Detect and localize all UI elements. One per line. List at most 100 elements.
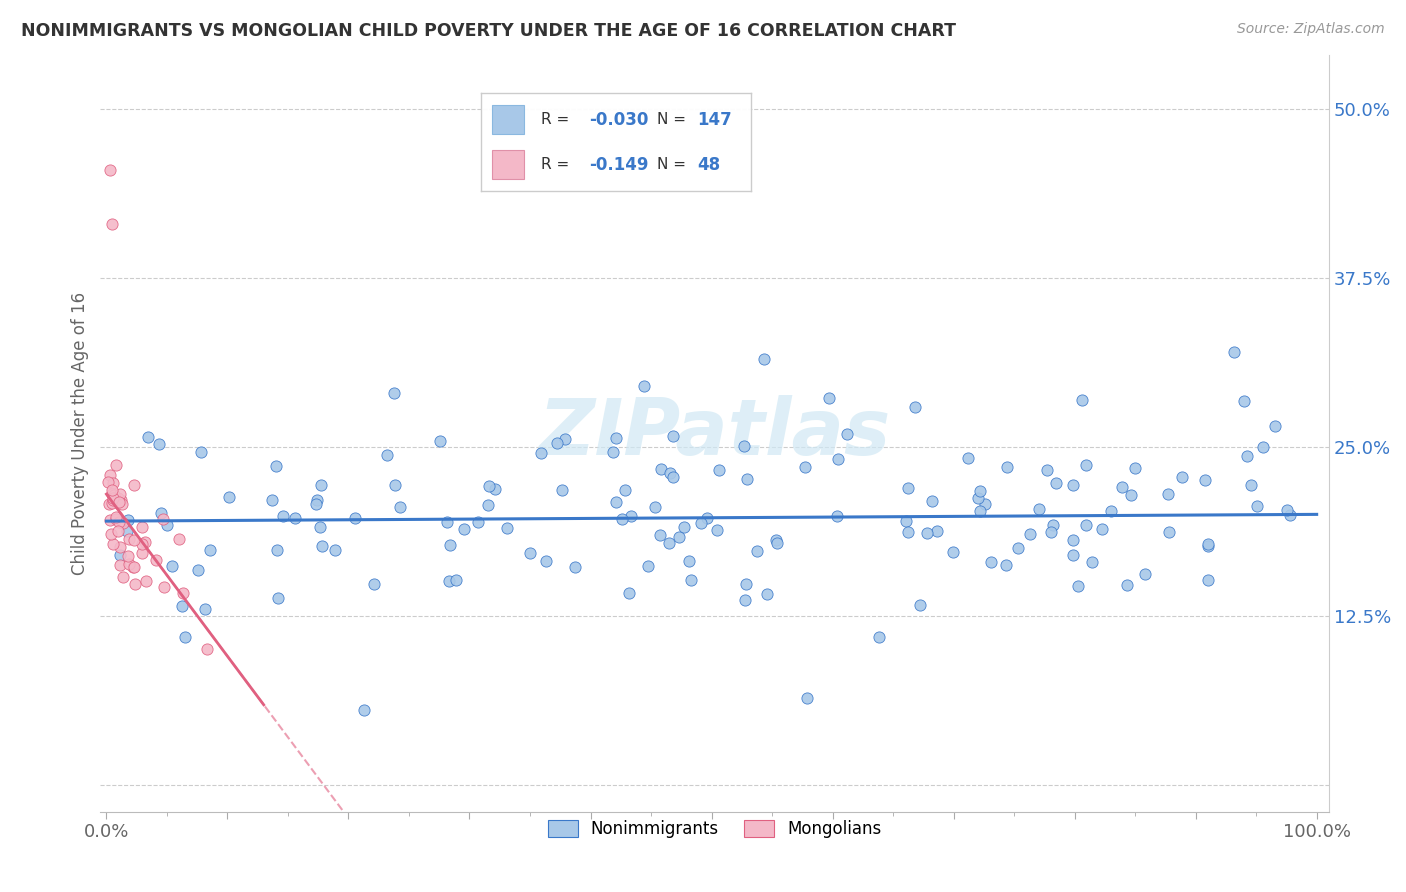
Point <box>145 553 167 567</box>
Point <box>194 602 217 616</box>
Point <box>644 500 666 514</box>
Point <box>1233 394 1256 409</box>
Point <box>186 563 208 577</box>
Point <box>103 536 125 550</box>
Point <box>284 511 307 525</box>
Point <box>530 445 553 459</box>
Point <box>1194 474 1216 488</box>
Point <box>662 470 685 484</box>
Point <box>117 513 139 527</box>
Point <box>1099 504 1122 518</box>
Point <box>218 490 240 504</box>
Point <box>98 468 121 483</box>
Point <box>131 546 153 560</box>
Point <box>793 460 815 475</box>
Point <box>658 536 681 550</box>
Point <box>190 445 212 459</box>
Point <box>689 516 711 530</box>
Point <box>942 544 965 558</box>
Point <box>1279 508 1302 522</box>
Point <box>152 512 174 526</box>
Point <box>150 506 173 520</box>
Point <box>267 591 290 605</box>
Point <box>613 483 636 497</box>
Point <box>619 586 641 600</box>
Point <box>174 630 197 644</box>
Point <box>353 703 375 717</box>
Point <box>1157 487 1180 501</box>
Point <box>633 379 655 393</box>
Point <box>1197 573 1219 587</box>
Point <box>1062 478 1084 492</box>
Point <box>169 532 191 546</box>
Point <box>1007 541 1029 556</box>
Point <box>519 546 541 560</box>
Point <box>733 439 755 453</box>
Point <box>1042 518 1064 533</box>
Point <box>1253 441 1275 455</box>
Point <box>564 559 586 574</box>
Point <box>101 476 124 491</box>
Point <box>134 535 156 549</box>
Point <box>969 504 991 518</box>
Point <box>605 495 627 509</box>
Point <box>100 526 122 541</box>
Point <box>817 392 839 406</box>
Point <box>131 537 153 551</box>
Point <box>752 352 775 367</box>
Point <box>467 516 489 530</box>
Point <box>148 437 170 451</box>
Point <box>97 475 120 489</box>
Point <box>156 518 179 533</box>
Point <box>344 511 367 525</box>
Point <box>554 432 576 446</box>
Point <box>97 497 120 511</box>
Point <box>110 497 132 511</box>
Point <box>309 478 332 492</box>
Point <box>98 163 121 178</box>
Text: NONIMMIGRANTS VS MONGOLIAN CHILD POVERTY UNDER THE AGE OF 16 CORRELATION CHART: NONIMMIGRANTS VS MONGOLIAN CHILD POVERTY… <box>21 22 956 40</box>
Point <box>305 493 328 508</box>
Point <box>1039 525 1062 540</box>
Point <box>1018 527 1040 541</box>
Point <box>444 574 467 588</box>
Point <box>108 494 131 508</box>
Point <box>673 520 696 534</box>
Point <box>980 555 1002 569</box>
Point <box>735 472 758 486</box>
Point <box>1275 502 1298 516</box>
Point <box>605 431 627 445</box>
Legend: Nonimmigrants, Mongolians: Nonimmigrants, Mongolians <box>541 814 889 845</box>
Point <box>439 538 461 552</box>
Point <box>679 573 702 587</box>
Point <box>104 510 127 524</box>
Point <box>135 574 157 588</box>
Point <box>707 463 730 477</box>
Point <box>1264 419 1286 434</box>
Point <box>195 642 218 657</box>
Point <box>198 542 221 557</box>
Point <box>118 557 141 571</box>
Point <box>610 512 633 526</box>
Point <box>745 544 768 558</box>
Point <box>1197 537 1219 551</box>
Point <box>477 498 499 512</box>
Point <box>868 630 890 644</box>
Point <box>696 510 718 524</box>
Point <box>436 515 458 529</box>
Point <box>103 488 125 502</box>
Point <box>323 542 346 557</box>
Point <box>101 487 124 501</box>
Point <box>107 491 129 506</box>
Point <box>995 558 1018 572</box>
Point <box>967 491 990 505</box>
Point <box>668 530 690 544</box>
Point <box>1091 522 1114 536</box>
Point <box>115 524 138 538</box>
Point <box>160 559 183 574</box>
Point <box>1081 555 1104 569</box>
Point <box>1028 502 1050 516</box>
Point <box>271 508 294 523</box>
Point <box>384 385 406 400</box>
Point <box>105 458 128 472</box>
